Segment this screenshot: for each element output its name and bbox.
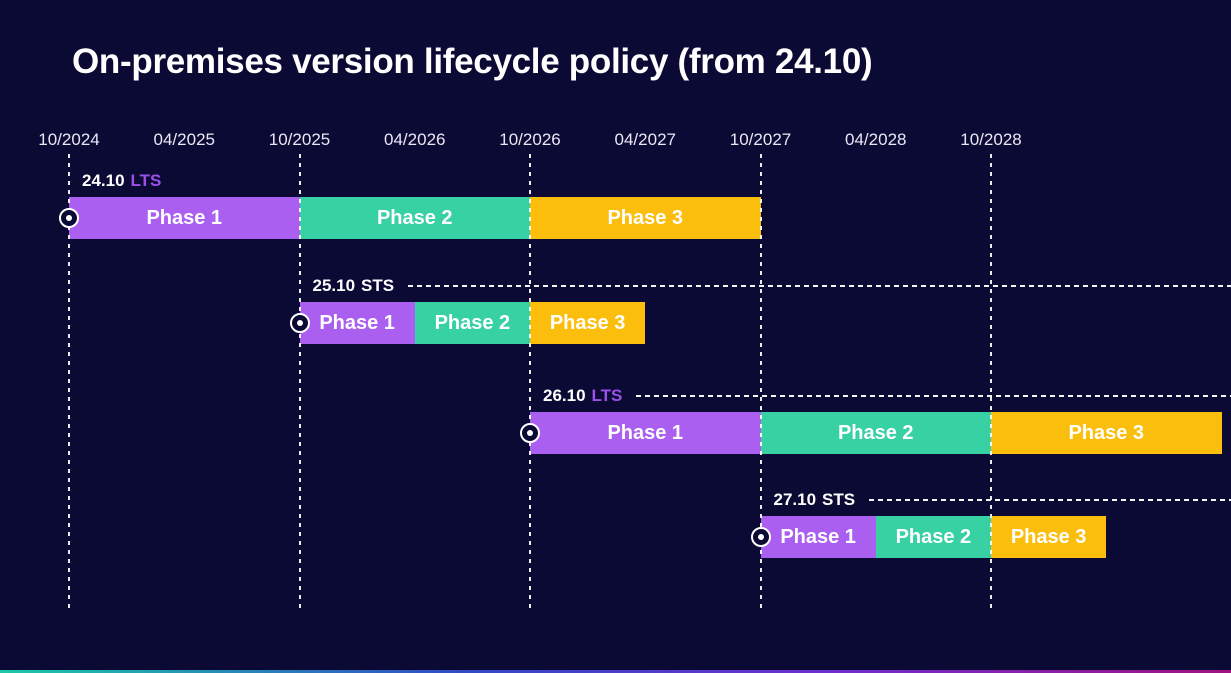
phase-bar-label: Phase 2 <box>434 311 511 334</box>
phase-bar-phase-3: Phase 3 <box>530 302 646 344</box>
axis-tick-label: 04/2027 <box>614 130 676 149</box>
release-start-marker-icon <box>59 208 79 228</box>
version-label: 27.10 <box>773 490 817 509</box>
phase-bar-label: Phase 3 <box>1068 421 1145 444</box>
axis-tick-label: 10/2025 <box>268 130 331 149</box>
version-label: 24.10 <box>82 171 125 190</box>
page-title: On-premises version lifecycle policy (fr… <box>72 42 873 81</box>
release-row-header: 26.10 LTS <box>543 386 1231 406</box>
release-start-dot <box>757 534 764 540</box>
phase-bar-label: Phase 3 <box>549 311 626 334</box>
channel-badge: STS <box>822 490 856 509</box>
axis-tick-label: 10/2024 <box>38 130 100 149</box>
release-row-header: 24.10 LTS <box>82 171 1231 191</box>
axis-tick-label: 10/2027 <box>729 130 792 149</box>
dashed-gridline <box>990 154 992 613</box>
leader-dashed-line <box>408 285 1231 287</box>
phase-bar-label: Phase 3 <box>1010 525 1087 548</box>
dashed-gridline <box>759 154 762 613</box>
phase-bar-phase-2: Phase 2 <box>875 516 991 558</box>
phase-bar-phase-1: Phase 1 <box>299 302 415 344</box>
axis-tick-label: 04/2026 <box>384 130 446 149</box>
release-start-marker-icon <box>750 527 771 547</box>
phase-bar-phase-3: Phase 3 <box>530 197 761 239</box>
phase-bar-label: Phase 1 <box>780 525 856 548</box>
phase-bar-phase-1: Phase 1 <box>69 197 300 239</box>
phase-bar-label: Phase 1 <box>607 421 684 444</box>
axis-tick-label: 04/2028 <box>845 130 907 149</box>
phase-bar-phase-2: Phase 2 <box>414 302 530 344</box>
phase-bar-label: Phase 1 <box>146 206 223 229</box>
phase-bar-phase-1: Phase 1 <box>760 516 876 558</box>
phase-bar-label: Phase 2 <box>837 421 914 444</box>
version-label: 25.10 <box>312 276 356 295</box>
channel-badge: LTS <box>130 171 162 190</box>
release-row-header: 25.10 STS <box>313 276 1231 296</box>
phase-bar-phase-3: Phase 3 <box>991 412 1222 454</box>
channel-badge: LTS <box>591 386 623 405</box>
leader-dashed-line <box>869 499 1231 501</box>
release-row-header: 27.10 STS <box>774 490 1231 510</box>
phase-bar-label: Phase 1 <box>319 311 395 334</box>
dashed-gridline <box>298 154 301 613</box>
release-start-marker-icon <box>520 423 540 443</box>
bottom-gradient-strip <box>0 670 1231 673</box>
leader-dashed-line <box>636 395 1231 397</box>
phase-bar-label: Phase 3 <box>607 206 684 229</box>
phase-bar-label: Phase 2 <box>376 206 453 229</box>
release-start-dot <box>296 320 303 326</box>
phase-bar-phase-1: Phase 1 <box>530 412 761 454</box>
channel-badge: STS <box>361 276 395 295</box>
version-label: 26.10 <box>543 386 586 405</box>
phase-bar-phase-2: Phase 2 <box>760 412 991 454</box>
release-start-dot <box>527 430 533 436</box>
dashed-gridline <box>68 154 70 613</box>
dashed-gridline <box>529 154 531 613</box>
phase-bar-phase-3: Phase 3 <box>991 516 1107 558</box>
axis-tick-label: 04/2025 <box>153 130 215 149</box>
release-start-marker-icon <box>289 313 310 333</box>
axis-tick-label: 10/2028 <box>960 130 1022 149</box>
phase-bar-phase-2: Phase 2 <box>299 197 530 239</box>
release-start-dot <box>66 215 72 221</box>
axis-tick-label: 10/2026 <box>499 130 561 149</box>
phase-bar-label: Phase 2 <box>895 525 972 548</box>
